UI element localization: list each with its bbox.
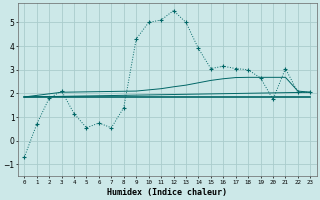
- X-axis label: Humidex (Indice chaleur): Humidex (Indice chaleur): [107, 188, 227, 197]
